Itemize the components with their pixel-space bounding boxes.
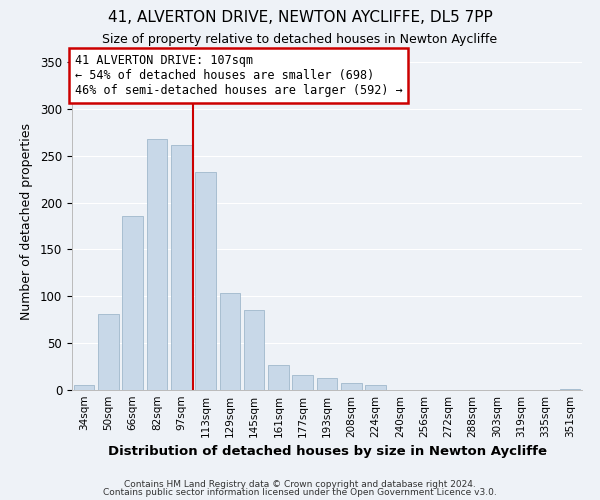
Bar: [98, 314, 119, 390]
X-axis label: Distribution of detached houses by size in Newton Aycliffe: Distribution of detached houses by size …: [107, 446, 547, 458]
Text: Size of property relative to detached houses in Newton Aycliffe: Size of property relative to detached ho…: [103, 32, 497, 46]
Text: Contains public sector information licensed under the Open Government Licence v3: Contains public sector information licen…: [103, 488, 497, 497]
Bar: [292, 375, 313, 390]
Bar: [74, 386, 94, 390]
Bar: [220, 294, 240, 390]
Bar: [365, 386, 386, 390]
Bar: [244, 310, 265, 390]
Bar: [122, 216, 143, 390]
Text: Contains HM Land Registry data © Crown copyright and database right 2024.: Contains HM Land Registry data © Crown c…: [124, 480, 476, 489]
Bar: [341, 384, 362, 390]
Text: 41, ALVERTON DRIVE, NEWTON AYCLIFFE, DL5 7PP: 41, ALVERTON DRIVE, NEWTON AYCLIFFE, DL5…: [107, 10, 493, 25]
Bar: [317, 378, 337, 390]
Bar: [146, 138, 167, 390]
Bar: [268, 364, 289, 390]
Y-axis label: Number of detached properties: Number of detached properties: [20, 122, 33, 320]
Text: 41 ALVERTON DRIVE: 107sqm
← 54% of detached houses are smaller (698)
46% of semi: 41 ALVERTON DRIVE: 107sqm ← 54% of detac…: [74, 54, 403, 97]
Bar: [171, 146, 191, 390]
Bar: [560, 389, 580, 390]
Bar: [195, 172, 216, 390]
